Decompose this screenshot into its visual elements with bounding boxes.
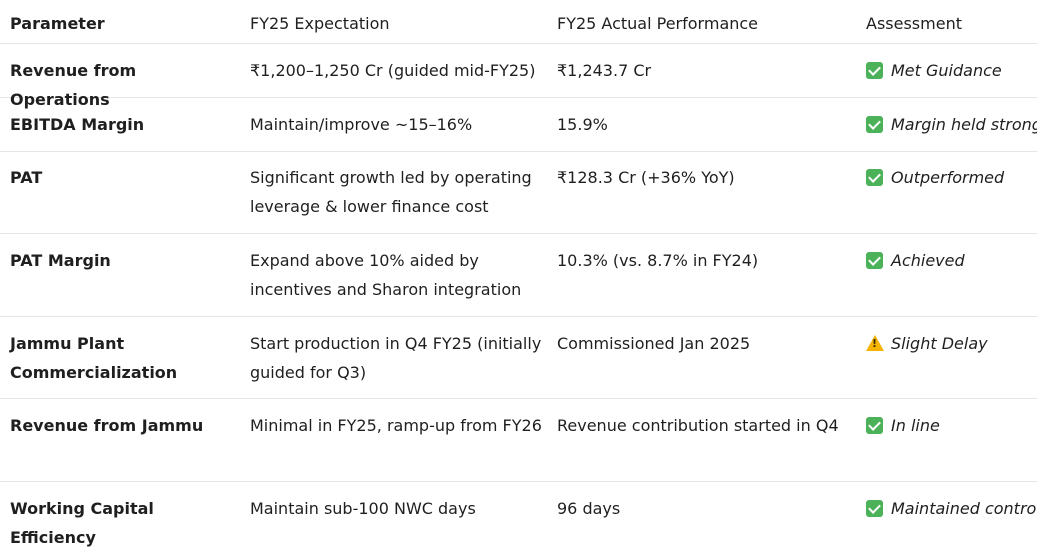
expectation-cell: Minimal in FY25, ramp-up from FY26: [250, 416, 542, 435]
check-icon: [866, 116, 883, 133]
expectation-cell: Maintain sub-100 NWC days: [250, 499, 476, 518]
assessment-cell: Margin held strong: [866, 110, 1037, 139]
comparison-table: Parameter FY25 Expectation FY25 Actual P…: [0, 0, 1037, 526]
warning-icon: [866, 335, 884, 351]
assessment-text: In line: [891, 416, 940, 435]
parameter-cell: EBITDA Margin: [10, 115, 145, 134]
actual-cell: 15.9%: [557, 115, 608, 134]
assessment-cell: Slight Delay: [866, 329, 1037, 358]
table-header-row: Parameter FY25 Expectation FY25 Actual P…: [0, 9, 1037, 44]
expectation-cell: Maintain/improve ~15–16%: [250, 115, 473, 134]
expectation-cell: Significant growth led by operating leve…: [250, 168, 532, 216]
table-row: PAT Significant growth led by operating …: [0, 163, 1037, 234]
table-row: Working Capital Efficiency Maintain sub-…: [0, 494, 1037, 547]
actual-cell: ₹128.3 Cr (+36% YoY): [557, 168, 735, 187]
actual-cell: 10.3% (vs. 8.7% in FY24): [557, 251, 759, 270]
assessment-cell: Achieved: [866, 246, 1037, 275]
assessment-text: Maintained control: [891, 499, 1037, 518]
parameter-cell: PAT Margin: [10, 251, 111, 270]
expectation-cell: Start production in Q4 FY25 (initially g…: [250, 334, 542, 382]
table-row: PAT Margin Expand above 10% aided by inc…: [0, 246, 1037, 317]
assessment-text: Outperformed: [891, 168, 1005, 187]
check-icon: [866, 417, 883, 434]
table-row: EBITDA Margin Maintain/improve ~15–16% 1…: [0, 110, 1037, 152]
check-icon: [866, 169, 883, 186]
assessment-cell: Outperformed: [866, 163, 1037, 192]
parameter-cell: Working Capital Efficiency: [10, 499, 154, 547]
table-row: Revenue from Operations ₹1,200–1,250 Cr …: [0, 56, 1037, 109]
header-parameter: Parameter: [10, 14, 105, 33]
assessment-text: Slight Delay: [891, 334, 988, 353]
assessment-cell: In line: [866, 411, 1037, 440]
parameter-cell: PAT: [10, 168, 43, 187]
parameter-cell: Revenue from Operations: [10, 61, 137, 109]
assessment-cell: Maintained control: [866, 494, 1037, 523]
parameter-cell: Jammu Plant Commercialization: [10, 334, 178, 382]
check-icon: [866, 62, 883, 79]
assessment-text: Achieved: [891, 251, 965, 270]
actual-cell: Commissioned Jan 2025: [557, 334, 751, 353]
check-icon: [866, 252, 883, 269]
check-icon: [866, 500, 883, 517]
actual-cell: Revenue contribution started in Q4: [557, 416, 839, 435]
table-row: Revenue from Jammu Minimal in FY25, ramp…: [0, 411, 1037, 482]
expectation-cell: ₹1,200–1,250 Cr (guided mid-FY25): [250, 61, 536, 80]
assessment-cell: Met Guidance: [866, 56, 1037, 85]
actual-cell: ₹1,243.7 Cr: [557, 61, 652, 80]
assessment-text: Margin held strong: [891, 115, 1037, 134]
assessment-text: Met Guidance: [891, 61, 1002, 80]
expectation-cell: Expand above 10% aided by incentives and…: [250, 251, 522, 299]
actual-cell: 96 days: [557, 499, 621, 518]
header-assessment: Assessment: [866, 14, 962, 33]
header-actual: FY25 Actual Performance: [557, 14, 759, 33]
table-row: Jammu Plant Commercialization Start prod…: [0, 329, 1037, 399]
header-expectation: FY25 Expectation: [250, 14, 390, 33]
parameter-cell: Revenue from Jammu: [10, 416, 204, 435]
